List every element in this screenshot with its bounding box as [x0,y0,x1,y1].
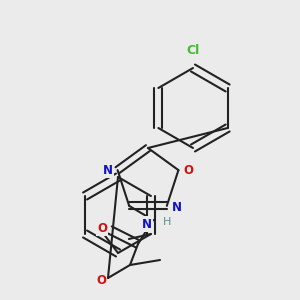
Text: Cl: Cl [186,44,200,56]
Text: O: O [96,274,106,286]
Text: N: N [172,201,182,214]
Text: H: H [163,217,171,227]
Text: O: O [183,164,194,177]
Text: N: N [142,218,152,230]
Text: O: O [97,221,107,235]
Text: N: N [103,164,112,177]
